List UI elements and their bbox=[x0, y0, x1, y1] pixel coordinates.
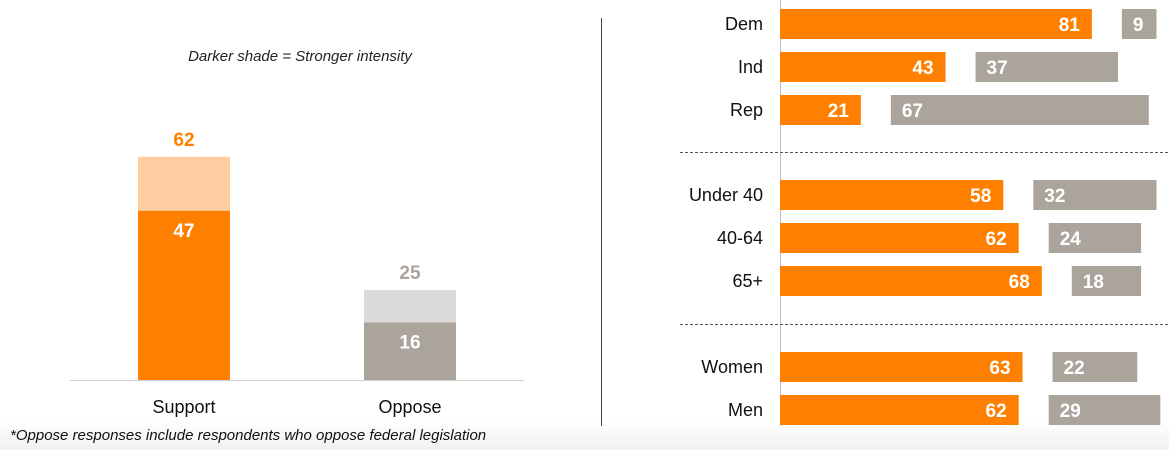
value-support-under-40: 58 bbox=[970, 186, 991, 207]
value-support-40-64: 62 bbox=[986, 229, 1007, 250]
value-oppose-dem: 9 bbox=[1133, 15, 1144, 36]
value-oppose-40-64: 24 bbox=[1060, 229, 1082, 250]
label-support-strong: 47 bbox=[173, 221, 194, 242]
bar-oppose-men bbox=[1048, 395, 1161, 425]
bar-support-under-40 bbox=[780, 180, 1004, 210]
value-support-65-: 68 bbox=[1009, 272, 1030, 293]
intensity-note: Darker shade = Stronger intensity bbox=[188, 48, 412, 65]
bar-support-rep bbox=[780, 95, 861, 125]
value-oppose-under-40: 32 bbox=[1044, 186, 1065, 207]
row-label-men: Men bbox=[728, 400, 763, 420]
bar-support-men bbox=[780, 395, 1019, 425]
value-oppose-men: 29 bbox=[1060, 401, 1081, 422]
row-label-under-40: Under 40 bbox=[689, 185, 763, 205]
value-oppose-65-: 18 bbox=[1083, 272, 1104, 293]
bar-oppose-40-64 bbox=[1048, 223, 1142, 253]
bar-oppose-ind bbox=[975, 52, 1118, 82]
bar-support-women bbox=[780, 352, 1023, 382]
row-label-65-: 65+ bbox=[732, 271, 763, 291]
bar-oppose-women bbox=[1052, 352, 1138, 382]
value-support-ind: 43 bbox=[912, 58, 933, 79]
label-oppose-total: 25 bbox=[399, 263, 421, 284]
bar-oppose-dem bbox=[1121, 9, 1157, 39]
bar-support-total bbox=[138, 156, 230, 211]
bar-support-strong bbox=[138, 210, 230, 380]
value-support-rep: 21 bbox=[828, 101, 850, 122]
value-oppose-ind: 37 bbox=[987, 58, 1008, 79]
bar-oppose-total bbox=[364, 290, 456, 323]
value-oppose-rep: 67 bbox=[902, 101, 923, 122]
row-label-women: Women bbox=[701, 357, 763, 377]
value-oppose-women: 22 bbox=[1064, 358, 1085, 379]
footnote: *Oppose responses include respondents wh… bbox=[10, 427, 487, 444]
bar-support-ind bbox=[780, 52, 946, 82]
bar-oppose-under-40 bbox=[1033, 180, 1157, 210]
row-label-ind: Ind bbox=[738, 57, 763, 77]
bar-support-dem bbox=[780, 9, 1092, 39]
bar-oppose-strong bbox=[364, 322, 456, 380]
category-support: Support bbox=[152, 397, 215, 417]
row-label-rep: Rep bbox=[730, 100, 763, 120]
bar-oppose-rep bbox=[890, 95, 1149, 125]
row-label-40-64: 40-64 bbox=[717, 228, 763, 248]
value-support-dem: 81 bbox=[1059, 15, 1081, 36]
value-support-women: 63 bbox=[989, 358, 1010, 379]
label-oppose-strong: 16 bbox=[399, 332, 420, 353]
category-oppose: Oppose bbox=[378, 397, 441, 417]
bar-oppose-65- bbox=[1071, 266, 1142, 296]
bar-support-40-64 bbox=[780, 223, 1019, 253]
bar-support-65- bbox=[780, 266, 1042, 296]
value-support-men: 62 bbox=[986, 401, 1007, 422]
label-support-total: 62 bbox=[173, 130, 194, 151]
row-label-dem: Dem bbox=[725, 14, 763, 34]
